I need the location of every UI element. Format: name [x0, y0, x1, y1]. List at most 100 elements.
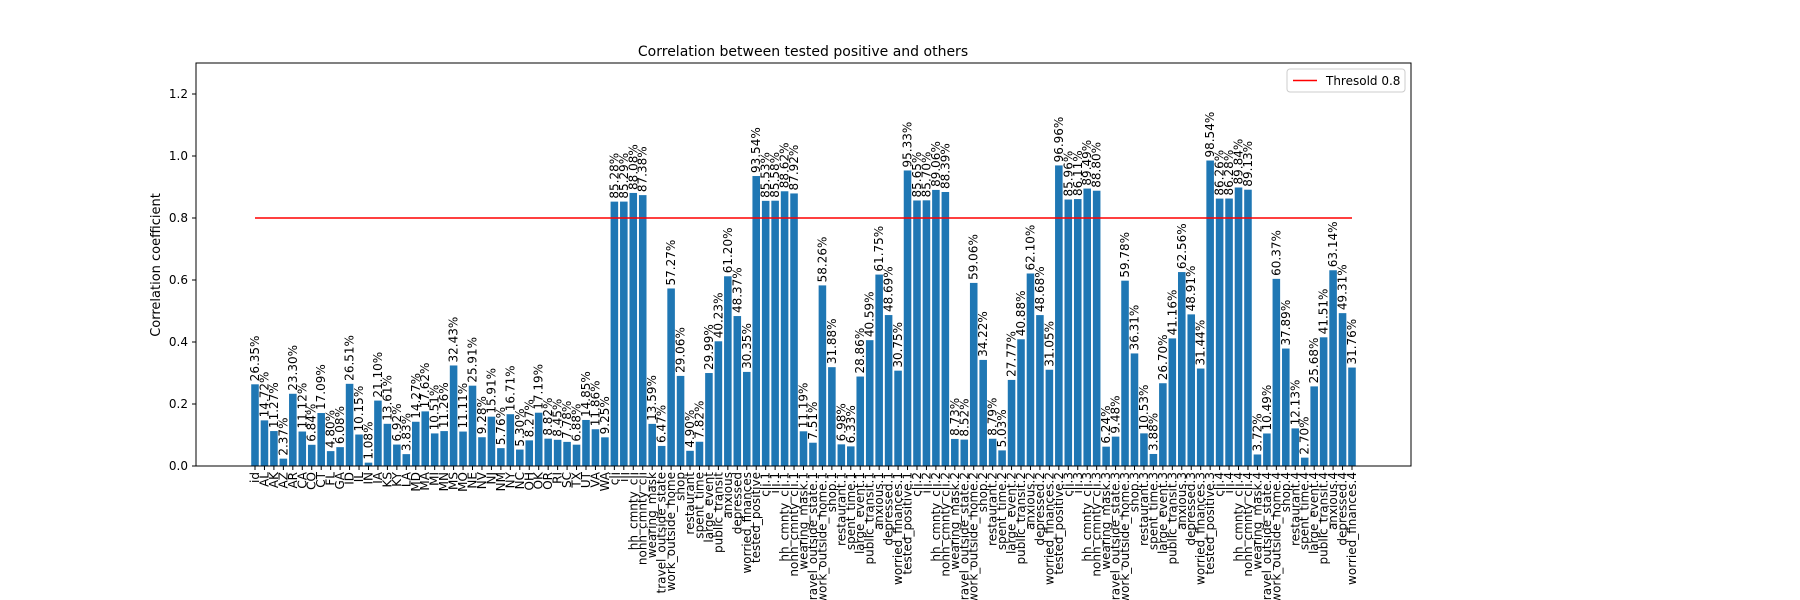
bar: [1102, 446, 1110, 466]
x-tick-label: MS: [447, 472, 461, 490]
value-label: 13.59%: [645, 375, 659, 421]
value-label: 88.80%: [1090, 142, 1104, 188]
x-tick-label: travel_outside_state.1: [806, 472, 820, 600]
bar: [1253, 454, 1262, 466]
x-tick-label: hh_cmnty_cli.2: [929, 472, 943, 562]
bar: [1319, 337, 1328, 466]
x-tick-label: ili.2: [919, 472, 933, 493]
x-tick-label: TX: [570, 472, 584, 489]
bar: [714, 341, 723, 466]
bar: [1338, 313, 1347, 466]
x-tick-label: ili: [617, 472, 631, 482]
x-tick-label: AL: [257, 472, 271, 487]
value-label: 59.06%: [967, 234, 981, 280]
value-label: 41.16%: [1165, 290, 1179, 336]
x-tick-label: tested_positive.1: [901, 472, 915, 575]
bar: [676, 375, 685, 466]
value-label: 88.39%: [938, 143, 952, 189]
value-label: 11.27%: [267, 382, 281, 428]
value-label: 89.06%: [929, 141, 943, 187]
x-tick-label: NV: [475, 471, 489, 489]
x-tick-label: tested_positive: [749, 472, 763, 563]
bar: [988, 438, 997, 466]
bar: [364, 462, 373, 466]
bar: [610, 201, 619, 466]
bar: [903, 170, 912, 467]
bar: [969, 282, 978, 466]
x-tick-label: anxious.4: [1326, 472, 1340, 530]
value-label: 89.13%: [1241, 141, 1255, 187]
value-label: 2.37%: [276, 418, 290, 456]
bar: [374, 400, 382, 466]
bar: [591, 429, 600, 466]
bar: [894, 370, 902, 466]
value-label: 11.26%: [437, 382, 451, 428]
value-label: 1.08%: [361, 422, 375, 460]
value-label: 14.85%: [579, 371, 593, 417]
x-tick-label: wearing_mask.1: [797, 472, 811, 570]
bar: [951, 438, 959, 466]
bar: [780, 191, 789, 466]
x-tick-label: MO: [456, 472, 470, 492]
x-tick-label: travel_outside_state.3: [1109, 472, 1123, 600]
value-label: 14.27%: [409, 373, 423, 419]
value-label: 11.12%: [295, 383, 309, 429]
bar: [667, 288, 675, 466]
x-tick-label: KS: [380, 472, 394, 488]
value-label: 87.38%: [636, 146, 650, 192]
value-label: 95.33%: [901, 122, 915, 168]
value-label: 61.20%: [721, 228, 735, 274]
value-label: 59.78%: [1118, 232, 1132, 278]
value-label: 58.26%: [815, 237, 829, 283]
value-label: 31.05%: [1042, 321, 1056, 367]
bar: [544, 438, 552, 466]
x-tick-label: CA: [295, 471, 309, 488]
bar: [1083, 188, 1091, 466]
x-tick-label: IA: [371, 471, 385, 484]
x-tick-label: work_outside_home.4: [1269, 472, 1283, 600]
value-label: 26.51%: [343, 335, 357, 381]
value-label: 31.44%: [1194, 320, 1208, 366]
x-tick-label: travel_outside_state.2: [957, 472, 971, 600]
x-tick-label: public_transit.3: [1165, 472, 1179, 564]
value-label: 15.91%: [484, 368, 498, 414]
bar: [270, 431, 278, 466]
value-label: 6.98%: [834, 403, 848, 441]
bar: [856, 376, 865, 466]
value-label: 3.88%: [1146, 413, 1160, 451]
value-label: 14.72%: [257, 372, 271, 418]
bar: [818, 285, 827, 466]
x-tick-label: large_event: [702, 472, 716, 543]
value-label: 26.70%: [1156, 334, 1170, 380]
bar: [1272, 278, 1281, 466]
x-tick-label: work_outside_home.1: [815, 472, 829, 600]
value-label: 31.88%: [825, 318, 839, 364]
x-tick-label: ID: [343, 472, 357, 485]
bar: [1168, 338, 1177, 466]
x-tick-label: nohh_cmnty_cli: [636, 472, 650, 565]
bar: [402, 454, 411, 466]
x-tick-label: large_event.2: [1005, 472, 1019, 554]
value-label: 6.33%: [844, 405, 858, 443]
x-tick-label: nohh_cmnty_cli.4: [1241, 472, 1255, 577]
bar: [865, 340, 874, 466]
value-label: 86.26%: [1213, 150, 1227, 196]
x-tick-label: restaurant: [683, 472, 697, 535]
x-tick-label: depressed.2: [1033, 472, 1047, 546]
bar: [497, 448, 505, 466]
bar: [1121, 280, 1129, 466]
bar: [809, 442, 817, 466]
value-label: 17.09%: [314, 364, 328, 410]
bar: [1026, 273, 1035, 466]
bar: [752, 176, 760, 466]
value-label: 8.52%: [957, 398, 971, 436]
bar: [506, 414, 515, 466]
y-tick-label: 0.2: [169, 397, 188, 411]
x-tick-label: wearing_mask.4: [1250, 472, 1264, 570]
bar: [1130, 353, 1139, 466]
value-label: 30.75%: [891, 322, 905, 368]
value-label: 5.30%: [513, 408, 527, 446]
bar: [1092, 190, 1101, 466]
